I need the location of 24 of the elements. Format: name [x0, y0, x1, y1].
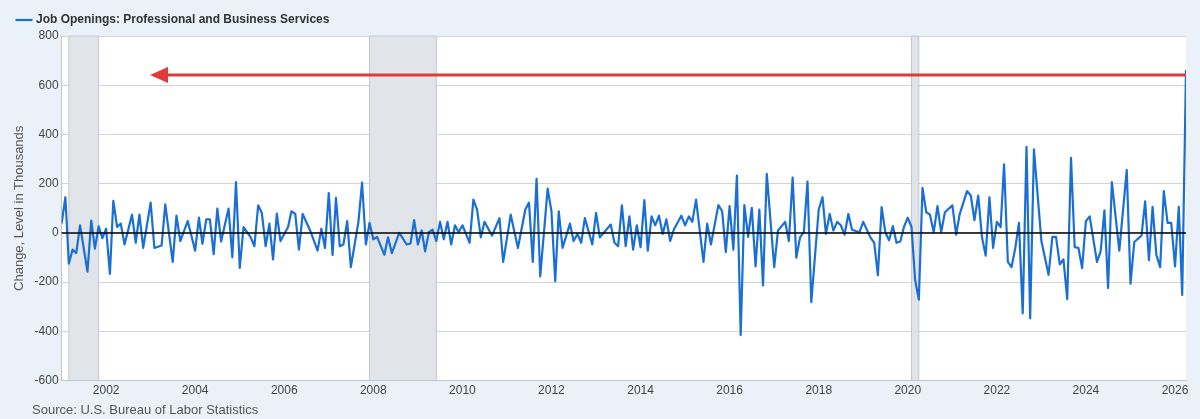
x-tick-label: 2006 — [270, 383, 298, 398]
y-tick-label: -600 — [34, 372, 59, 387]
x-tick-label: 2002 — [92, 383, 120, 398]
y-axis-title: Change, Level in Thousands — [11, 125, 27, 291]
y-tick-label: 800 — [38, 28, 59, 43]
x-tick-label: 2008 — [359, 383, 387, 398]
x-tick-label: 2024 — [1072, 383, 1100, 398]
y-tick-label: 0 — [51, 225, 59, 240]
x-tick-label: 2018 — [805, 383, 833, 398]
x-tick-label: 2020 — [894, 383, 922, 398]
y-tick-label: 200 — [38, 176, 59, 190]
x-tick-label: 2004 — [181, 383, 209, 398]
x-tick-label: 2026 — [1161, 383, 1189, 398]
x-tick-label: 2022 — [983, 383, 1011, 398]
legend-label: Job Openings: Professional and Business Services — [36, 12, 330, 27]
x-tick-label: 2016 — [716, 383, 744, 398]
y-tick-label: 600 — [38, 77, 59, 92]
source-note: Source: U.S. Bureau of Labor Statistics — [32, 402, 259, 418]
y-tick-label: 400 — [38, 126, 59, 141]
x-tick-label: 2012 — [538, 383, 566, 398]
y-tick-label: -200 — [34, 274, 59, 289]
x-tick-label: 2010 — [449, 383, 477, 398]
y-tick-label: -400 — [34, 323, 59, 338]
x-tick-label: 2014 — [627, 383, 655, 398]
